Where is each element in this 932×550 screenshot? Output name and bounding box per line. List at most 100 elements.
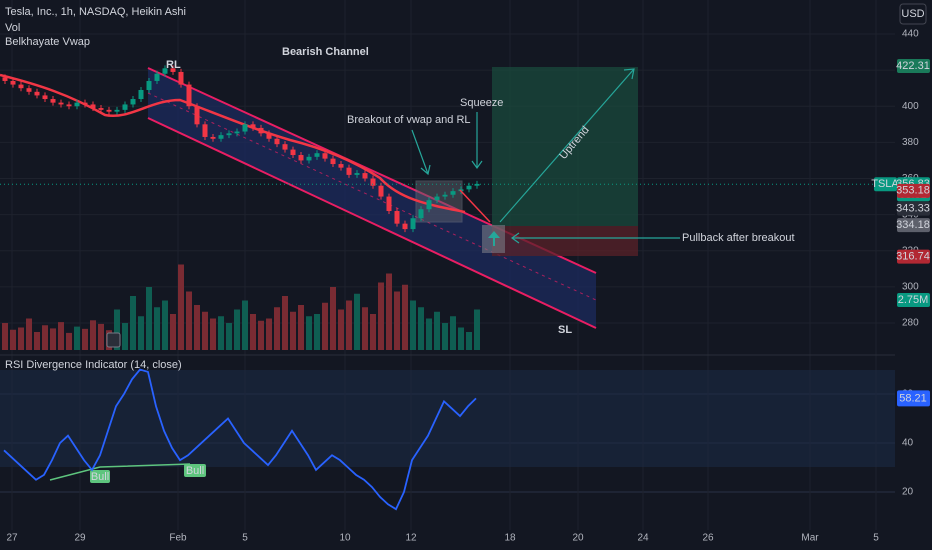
candles (2, 65, 480, 233)
price-tag (897, 58, 930, 73)
pullback-arrow-head (510, 232, 520, 244)
rsi-band (0, 370, 895, 467)
volume-bar (322, 302, 328, 350)
volume-bar (202, 311, 208, 350)
uptrend-arrow-head (623, 68, 635, 80)
target-zone (492, 67, 638, 226)
volume-bar (442, 323, 448, 350)
price-tag (897, 201, 930, 216)
channel-mid (147, 92, 597, 301)
volume-bar (122, 323, 128, 350)
x-tick-label: 12 (405, 533, 417, 544)
rsi-line (3, 368, 477, 511)
price-tag (897, 183, 930, 198)
volume-bar (362, 307, 368, 350)
volume-bar (194, 305, 200, 350)
volume-bar (474, 309, 480, 350)
currency-button[interactable] (899, 3, 927, 25)
volume-bar (338, 309, 344, 350)
volume-bar (58, 322, 64, 350)
price-tag-label: 353.18 (896, 185, 930, 197)
volume-bar (250, 314, 256, 350)
volume-bar (138, 316, 144, 350)
volume-bar (162, 300, 168, 350)
currency[interactable]: USD (901, 8, 924, 20)
volume-bar (434, 311, 440, 350)
x-tick-label: 27 (6, 533, 18, 544)
rsi-title: RSI Divergence Indicator (14, close) (5, 359, 182, 371)
y-tick-label: 40 (902, 438, 914, 449)
volume-bar (258, 320, 264, 350)
volume-bar (298, 305, 304, 350)
price-tag (897, 218, 930, 233)
volume-bar (226, 323, 232, 350)
volume-bar (26, 318, 32, 350)
symbol-tag (874, 177, 897, 192)
volume-bar (466, 332, 472, 350)
volume-bar (426, 318, 432, 350)
x-tick-label: 24 (637, 533, 649, 544)
volume-bar (394, 291, 400, 350)
volume-bar (378, 282, 384, 350)
volume-bar (186, 291, 192, 350)
y-tick-label: 300 (902, 282, 919, 293)
volume-bar (418, 307, 424, 350)
volume-bar (330, 287, 336, 350)
price-tag-label: 422.31 (896, 60, 930, 72)
volume-bar (130, 296, 136, 350)
vwap-line (0, 73, 466, 214)
volume-bar (146, 287, 152, 350)
volume-bar (354, 293, 360, 350)
x-tick-label: 5 (242, 533, 248, 544)
volume-bar (50, 328, 56, 350)
indicator-label: Vol (5, 22, 20, 34)
volume-tag (897, 293, 930, 307)
x-tick-label: 26 (702, 533, 714, 544)
price-tag-label: 334.18 (896, 219, 930, 231)
volume-bar (178, 264, 184, 350)
header: Tesla, Inc., 1h, NASDAQ, Heikin Ashi (5, 6, 186, 18)
volume-bar (154, 307, 160, 350)
volume-bar (402, 284, 408, 350)
volume-bar (18, 327, 24, 350)
volume-bar (386, 273, 392, 350)
y-tick-label: 280 (902, 318, 919, 329)
volume-bar (66, 332, 72, 350)
volume-bar (410, 300, 416, 350)
price-tag (897, 249, 930, 264)
volume-bar (170, 314, 176, 350)
rsi-tag-label: 58.21 (899, 392, 927, 404)
indicator-label: Belkhayate Vwap (5, 36, 90, 48)
stop-zone (492, 226, 638, 256)
squeeze-arrow-head (471, 160, 483, 170)
volume-bar (114, 309, 120, 350)
volume-bar (242, 300, 248, 350)
volume-bar (274, 307, 280, 350)
annotation: Squeeze (460, 97, 503, 109)
volume-bar (34, 332, 40, 350)
bull-badge (184, 464, 206, 477)
breakout-arrow-head (420, 164, 431, 176)
bull-label: Bull (186, 465, 204, 477)
bull-label: Bull (91, 471, 109, 483)
price-axis (895, 0, 932, 550)
volume-bar (90, 320, 96, 350)
x-tick-label: 5 (873, 533, 879, 544)
volume-bar (282, 296, 288, 350)
volume-bar (74, 326, 80, 350)
annotation: RL (166, 59, 181, 71)
breakout-arrow (411, 129, 429, 175)
x-tick-label: Mar (801, 533, 819, 544)
price-tag-label: 343.33 (896, 203, 930, 215)
rsi-tag (897, 390, 930, 407)
pullback-line (459, 189, 491, 223)
symbol-tag-label: TSLA (871, 178, 899, 190)
up-arrow-icon (488, 231, 500, 246)
volume-bar (234, 309, 240, 350)
annotation: Breakout of vwap and RL (347, 114, 471, 126)
x-tick-label: 20 (572, 533, 584, 544)
volume-bar (306, 316, 312, 350)
uptrend-arrow (499, 68, 635, 223)
